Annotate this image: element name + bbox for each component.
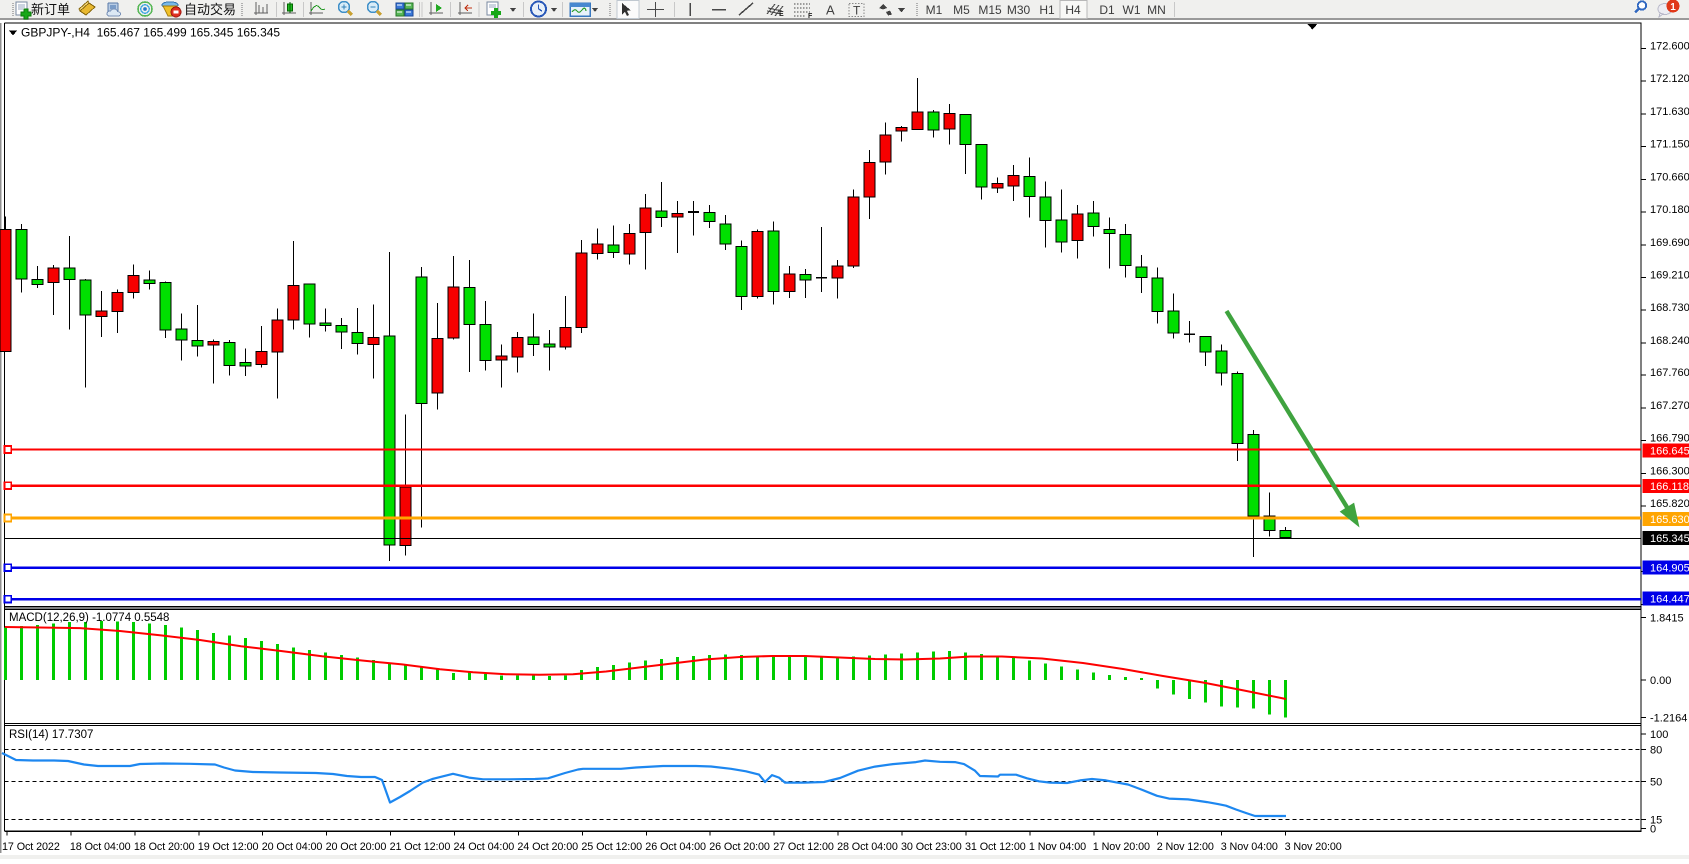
svg-text:MACD(12,26,9) -1.0774 0.5548: MACD(12,26,9) -1.0774 0.5548 <box>9 612 169 624</box>
svg-text:20 Oct 20:00: 20 Oct 20:00 <box>326 841 387 853</box>
svg-text:167.270: 167.270 <box>1650 400 1689 412</box>
svg-text:165.630: 165.630 <box>1650 514 1689 526</box>
svg-text:164.447: 164.447 <box>1650 594 1689 606</box>
svg-text:1.8415: 1.8415 <box>1650 612 1684 624</box>
svg-text:28 Oct 04:00: 28 Oct 04:00 <box>837 841 898 853</box>
svg-text:165.345: 165.345 <box>1650 533 1689 545</box>
svg-text:166.300: 166.300 <box>1650 466 1689 478</box>
svg-text:172.600: 172.600 <box>1650 41 1689 53</box>
svg-text:M30: M30 <box>1007 3 1031 17</box>
svg-text:166.790: 166.790 <box>1650 433 1689 445</box>
svg-text:168.240: 168.240 <box>1650 335 1689 347</box>
svg-text:T: T <box>853 4 861 18</box>
svg-text:24 Oct 04:00: 24 Oct 04:00 <box>454 841 515 853</box>
svg-text:自动交易: 自动交易 <box>184 2 236 17</box>
svg-text:M1: M1 <box>926 3 943 17</box>
svg-text:31 Oct 12:00: 31 Oct 12:00 <box>965 841 1026 853</box>
svg-text:GBPJPY-,H4 165.467 165.499 16: GBPJPY-,H4 165.467 165.499 165.345 165.3… <box>21 26 280 40</box>
svg-text:M15: M15 <box>978 3 1002 17</box>
svg-text:E: E <box>779 11 784 18</box>
svg-text:H4: H4 <box>1065 3 1081 17</box>
svg-text:21 Oct 12:00: 21 Oct 12:00 <box>390 841 451 853</box>
svg-text:100: 100 <box>1650 729 1668 741</box>
svg-text:3 Nov 20:00: 3 Nov 20:00 <box>1285 841 1342 853</box>
svg-text:1 Nov 04:00: 1 Nov 04:00 <box>1029 841 1086 853</box>
svg-text:26 Oct 20:00: 26 Oct 20:00 <box>709 841 770 853</box>
svg-text:170.660: 170.660 <box>1650 172 1689 184</box>
svg-text:19 Oct 12:00: 19 Oct 12:00 <box>198 841 259 853</box>
svg-text:25 Oct 12:00: 25 Oct 12:00 <box>581 841 642 853</box>
svg-text:171.150: 171.150 <box>1650 139 1689 151</box>
svg-text:1 Nov 20:00: 1 Nov 20:00 <box>1093 841 1150 853</box>
svg-text:D1: D1 <box>1099 3 1115 17</box>
svg-text:165.820: 165.820 <box>1650 498 1689 510</box>
svg-text:F: F <box>808 13 813 20</box>
svg-text:A: A <box>826 3 835 18</box>
svg-text:30 Oct 23:00: 30 Oct 23:00 <box>901 841 962 853</box>
svg-text:17 Oct 2022: 17 Oct 2022 <box>2 841 60 853</box>
svg-text:0.00: 0.00 <box>1650 675 1671 687</box>
svg-text:50: 50 <box>1650 776 1662 788</box>
svg-text:1: 1 <box>1670 2 1676 13</box>
svg-text:W1: W1 <box>1123 3 1141 17</box>
svg-text:RSI(14) 17.7307: RSI(14) 17.7307 <box>9 729 93 741</box>
svg-text:18 Oct 04:00: 18 Oct 04:00 <box>70 841 131 853</box>
svg-text:H1: H1 <box>1039 3 1055 17</box>
svg-text:24 Oct 20:00: 24 Oct 20:00 <box>517 841 578 853</box>
svg-text:172.120: 172.120 <box>1650 73 1689 85</box>
svg-text:166.118: 166.118 <box>1650 481 1689 493</box>
svg-text:169.690: 169.690 <box>1650 237 1689 249</box>
svg-text:-1.2164: -1.2164 <box>1650 712 1687 724</box>
svg-text:168.730: 168.730 <box>1650 302 1689 314</box>
svg-text:164.905: 164.905 <box>1650 563 1689 575</box>
svg-text:3 Nov 04:00: 3 Nov 04:00 <box>1221 841 1278 853</box>
svg-text:166.645: 166.645 <box>1650 445 1689 457</box>
svg-text:0: 0 <box>1650 824 1656 836</box>
svg-text:MN: MN <box>1147 3 1166 17</box>
svg-text:20 Oct 04:00: 20 Oct 04:00 <box>262 841 323 853</box>
svg-text:2 Nov 12:00: 2 Nov 12:00 <box>1157 841 1214 853</box>
svg-text:80: 80 <box>1650 745 1662 757</box>
svg-text:27 Oct 12:00: 27 Oct 12:00 <box>773 841 834 853</box>
svg-text:18 Oct 20:00: 18 Oct 20:00 <box>134 841 195 853</box>
svg-text:167.760: 167.760 <box>1650 367 1689 379</box>
svg-text:170.180: 170.180 <box>1650 204 1689 216</box>
svg-text:26 Oct 04:00: 26 Oct 04:00 <box>645 841 706 853</box>
svg-text:新订单: 新订单 <box>31 2 70 17</box>
svg-text:171.630: 171.630 <box>1650 106 1689 118</box>
svg-text:169.210: 169.210 <box>1650 269 1689 281</box>
svg-text:M5: M5 <box>953 3 970 17</box>
